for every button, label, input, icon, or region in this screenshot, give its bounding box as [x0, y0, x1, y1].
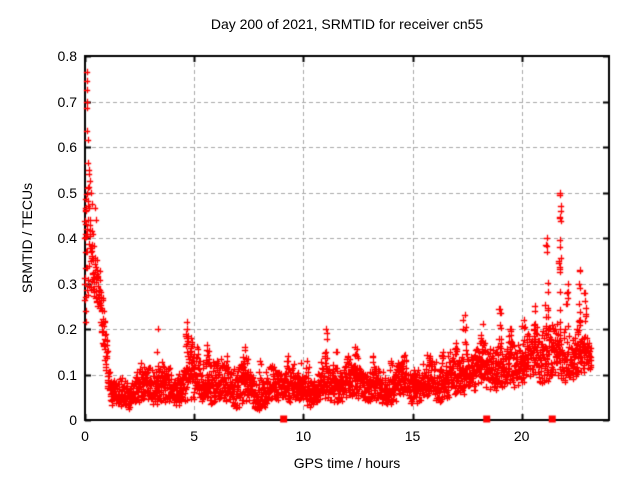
x-tick-label: 20 — [513, 428, 530, 444]
x-tick-label: 0 — [81, 428, 89, 444]
x-tick-label: 10 — [295, 428, 312, 444]
y-tick-label: 0.7 — [57, 93, 77, 110]
y-tick-label: 0.5 — [57, 184, 77, 201]
y-tick-label: 0.2 — [57, 321, 77, 337]
x-tick-label: 5 — [190, 428, 199, 444]
y-tick-label: 0.6 — [57, 139, 77, 155]
y-tick-label: 0.3 — [57, 275, 77, 292]
chart-title: Day 200 of 2021, SRMTID for receiver cn5… — [210, 16, 484, 32]
y-tick-label: 0 — [69, 412, 77, 428]
y-tick-label: 0.1 — [57, 366, 77, 383]
y-tick-label: 0.4 — [57, 230, 77, 246]
y-tick-label: 0.8 — [57, 48, 77, 64]
x-tick-label: 15 — [404, 428, 421, 444]
x-axis-label: GPS time / hours — [293, 455, 401, 471]
